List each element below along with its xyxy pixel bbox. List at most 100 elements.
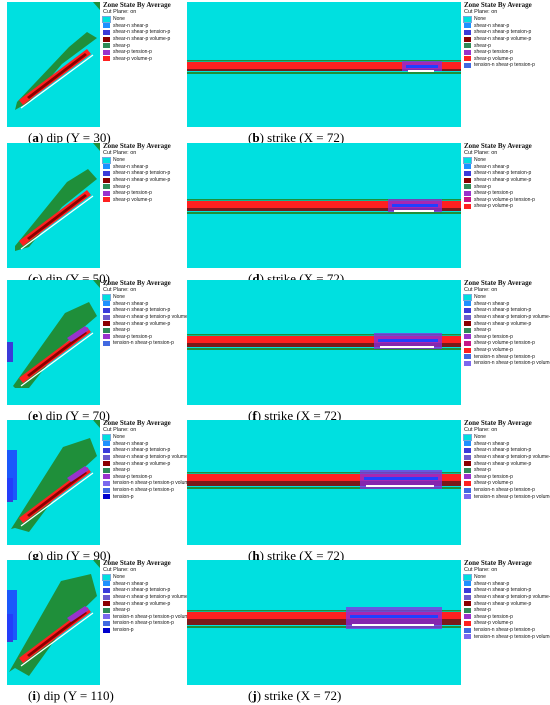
legend-entry: shear-n shear-p tension-p volume-p [103,454,196,461]
legend-swatch [464,36,471,42]
legend-swatch [464,594,471,600]
legend-label: shear-n shear-p [474,300,510,307]
panel-caption-b: (b) strike (X = 72) [248,130,345,145]
corner-zone [93,2,100,10]
legend-label: shear-p [474,42,491,49]
seam-band [187,336,461,343]
legend-swatch [464,164,471,170]
legend-b: Zone State By Average Cut Plane: on None sh… [463,1,535,69]
strike-section-svg [187,607,461,629]
legend-entry: shear-p tension-p [464,474,550,481]
legend-entry: shear-n shear-p tension-p volume-p [103,594,196,601]
legend-swatch [464,620,471,626]
legend-label: shear-n shear-p volume-p [474,600,532,607]
legend-entry: tension-p [103,493,196,500]
legend-swatch [102,573,111,581]
legend-swatch [102,15,111,23]
legend-label: shear-p volume-p tension-p [474,340,535,347]
legend-label: tension-n shear-p tension-p volume-p [474,493,550,500]
legend-label: tension-n shear-p tension-p [474,627,535,634]
legend-label: tension-n shear-p tension-p [474,487,535,494]
legend-swatch [464,494,471,500]
tension-shear-zone [67,466,89,482]
legend-label: shear-n shear-p volume-p [474,320,532,327]
legend-label: shear-p volume-p [113,196,152,203]
panel-caption-f: (f) strike (X = 72) [248,408,342,423]
dip-section-svg [7,560,100,676]
legend-swatch [464,474,471,480]
legend-title: Zone State By Average [464,419,532,427]
legend-label: None [474,434,486,441]
legend-label: shear-p [113,327,130,334]
legend-entry: shear-n shear-p volume-p [464,460,550,467]
tension-zone [406,65,438,68]
roof-line [187,199,461,201]
legend-title: Zone State By Average [464,279,532,287]
panel-letter: j [252,688,257,703]
dip-section-plot [7,280,100,405]
panel-caption-h: (h) strike (X = 72) [248,548,345,563]
legend-entry: shear-p volume-p [464,203,535,210]
legend-label: shear-p tension-p [474,49,513,56]
legend-label: shear-n shear-p volume-p [113,177,171,184]
legend-swatch [103,620,110,626]
legend-entry: shear-p [464,327,550,334]
legend-entry: shear-p volume-p [103,56,171,63]
legend-entry: shear-p tension-p [103,190,171,197]
opening [394,210,434,212]
seam-band [187,474,461,481]
legend-label: shear-p [474,327,491,334]
legend-swatch [103,474,110,480]
legend-swatch [103,441,110,447]
legend-label: shear-p volume-p tension-p [474,196,535,203]
tension-zone [364,477,438,480]
legend-entry: tension-n shear-p tension-p [464,487,550,494]
dip-section-svg [7,420,100,532]
legend-subtitle: Cut Plane: on [103,150,137,156]
legend-swatch [103,321,110,327]
legend-entry: shear-n shear-p tension-p [103,170,171,177]
legend-label: None [113,294,125,301]
legend-swatch [103,29,110,35]
panel-caption-text: dip (Y = 110) [43,688,114,703]
legend-entry: shear-n shear-p tension-p volume-p [464,594,550,601]
legend-entry: None [463,15,535,23]
legend-entry: shear-n shear-p volume-p [103,600,196,607]
floor-band [187,343,461,347]
legend-label: shear-n shear-p volume-p [113,600,171,607]
legend-swatch [464,581,471,587]
legend-swatch [464,314,471,320]
legend-swatch [103,454,110,460]
legend-swatch [464,190,471,196]
legend-swatch [103,607,110,613]
legend-label: shear-n shear-p tension-p volume-p [113,594,193,601]
legend-swatch [464,321,471,327]
panel-caption-e: (e) dip (Y = 70) [28,408,110,423]
legend-label: None [113,574,125,581]
panel-caption-text: strike (X = 72) [267,548,345,563]
panel-letter: h [252,548,260,563]
legend-label: tension-n shear-p tension-p [474,62,535,69]
legend-entry: shear-p tension-p [103,49,171,56]
panel-letter: d [252,271,260,286]
legend-entry: shear-p volume-p [103,197,171,204]
opening [380,346,434,348]
legend-swatch [464,454,471,460]
legend-label: shear-p tension-p [113,473,152,480]
legend-a: Zone State By Average Cut Plane: on None sh… [102,1,171,63]
legend-entry: shear-n shear-p volume-p [103,36,171,43]
legend-label: shear-n shear-p tension-p [474,447,532,454]
panel-letter: e [32,408,39,423]
legend-swatch [464,49,471,55]
legend-entry: shear-n shear-p tension-p volume-p [464,454,550,461]
tension-zone [378,339,438,342]
legend-label: shear-n shear-p [474,440,510,447]
seam-band [187,62,461,69]
legend-entry: None [463,433,550,441]
legend-entry: shear-n shear-p volume-p [103,177,171,184]
legend-swatch [103,177,110,183]
legend-label: shear-n shear-p tension-p volume-p [113,314,193,321]
legend-swatch [464,601,471,607]
legend-entry: None [102,156,171,164]
legend-subtitle: Cut Plane: on [464,287,498,293]
